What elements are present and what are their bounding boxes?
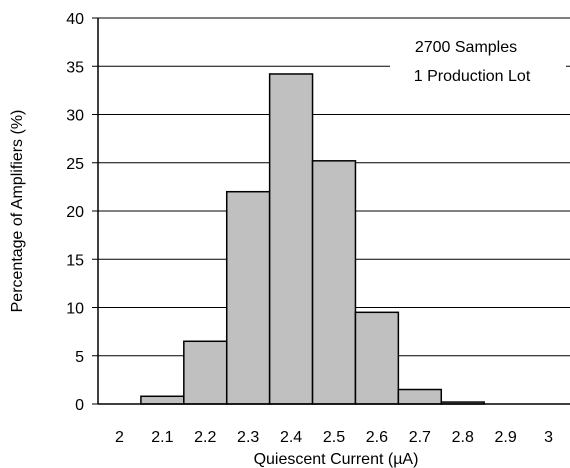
x-tick-label: 2.1 — [151, 429, 173, 446]
y-tick-label: 40 — [66, 11, 84, 28]
annotation-samples: 2700 Samples — [415, 39, 517, 56]
bar — [311, 160, 357, 405]
y-tick-label: 25 — [66, 156, 84, 173]
annotation-lot: 1 Production Lot — [414, 68, 531, 85]
bar — [183, 340, 228, 405]
y-tick-label: 15 — [66, 252, 84, 269]
x-tick-label: 2.4 — [280, 429, 302, 446]
y-tick-label: 5 — [75, 349, 84, 366]
x-tick-label: 2 — [115, 429, 124, 446]
x-tick-label: 2.7 — [409, 429, 431, 446]
x-axis-title: Quiescent Current (µA) — [254, 451, 419, 468]
bar — [225, 190, 271, 405]
y-tick-label: 35 — [66, 59, 84, 76]
y-tick-label: 30 — [66, 108, 84, 125]
annotation-box — [390, 30, 566, 90]
bars — [140, 73, 485, 405]
bar — [140, 395, 185, 405]
x-tick-label: 2.2 — [194, 429, 216, 446]
y-tick-label: 20 — [66, 204, 84, 221]
x-tick-label: 2.3 — [237, 429, 259, 446]
x-tick-label: 2.6 — [366, 429, 388, 446]
y-tick-label: 10 — [66, 301, 84, 318]
x-tick-label: 2.8 — [452, 429, 474, 446]
x-tick-label: 2.9 — [495, 429, 517, 446]
bar — [268, 73, 314, 405]
bar — [354, 311, 400, 405]
x-tick-label: 2.5 — [323, 429, 345, 446]
y-axis-title: Percentage of Amplifiers (%) — [9, 110, 26, 313]
bar — [397, 388, 443, 405]
axes — [92, 17, 570, 405]
x-tick-label: 3 — [544, 429, 553, 446]
y-tick-label: 0 — [75, 397, 84, 414]
tick-labels: 0 5 10 15 20 25 30 35 40 2 2.1 2.2 2.3 2.4 2.5 2.6 2.7 2.… — [66, 11, 553, 446]
